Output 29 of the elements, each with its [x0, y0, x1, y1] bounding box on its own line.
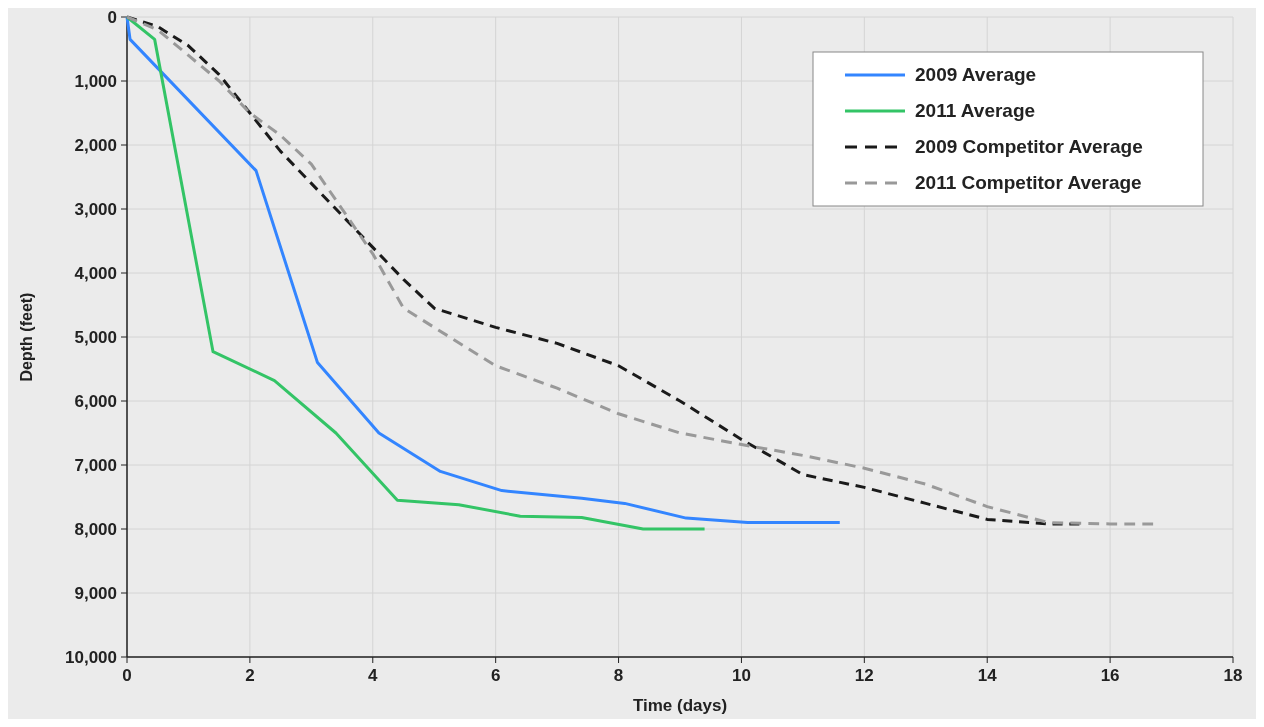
legend-label: 2011 Average: [915, 100, 1036, 121]
y-tick-label: 3,000: [74, 200, 117, 219]
x-tick-label: 2: [245, 666, 255, 685]
y-tick-label: 5,000: [74, 328, 117, 347]
x-axis-title: Time (days): [632, 696, 728, 715]
x-tick-label: 0: [122, 666, 132, 685]
legend-label: 2011 Competitor Average: [915, 172, 1142, 193]
x-tick-label: 6: [490, 666, 501, 685]
legend-label: 2009 Average: [915, 64, 1037, 85]
x-tick-label: 16: [1100, 666, 1120, 685]
x-tick-label: 10: [731, 666, 751, 685]
line-series: [125, 15, 842, 525]
y-tick-label: 0: [107, 8, 117, 27]
legend-label: 2009 Competitor Average: [915, 136, 1143, 157]
y-tick-label: 7,000: [74, 456, 117, 475]
line-series: [125, 15, 707, 531]
y-tick-label: 10,000: [65, 648, 117, 667]
x-tick-label: 18: [1223, 666, 1243, 685]
y-tick-label: 9,000: [74, 584, 117, 603]
y-tick-label: 1,000: [74, 72, 117, 91]
y-axis-title: Depth (feet): [18, 292, 35, 382]
x-tick-label: 8: [613, 666, 624, 685]
x-tick-label: 4: [368, 666, 379, 685]
y-tick-label: 8,000: [74, 520, 117, 539]
x-tick-label: 14: [977, 666, 998, 685]
y-tick-label: 2,000: [74, 136, 117, 155]
x-tick-label: 12: [854, 666, 874, 685]
y-tick-label: 4,000: [74, 264, 117, 283]
y-tick-label: 6,000: [74, 392, 117, 411]
